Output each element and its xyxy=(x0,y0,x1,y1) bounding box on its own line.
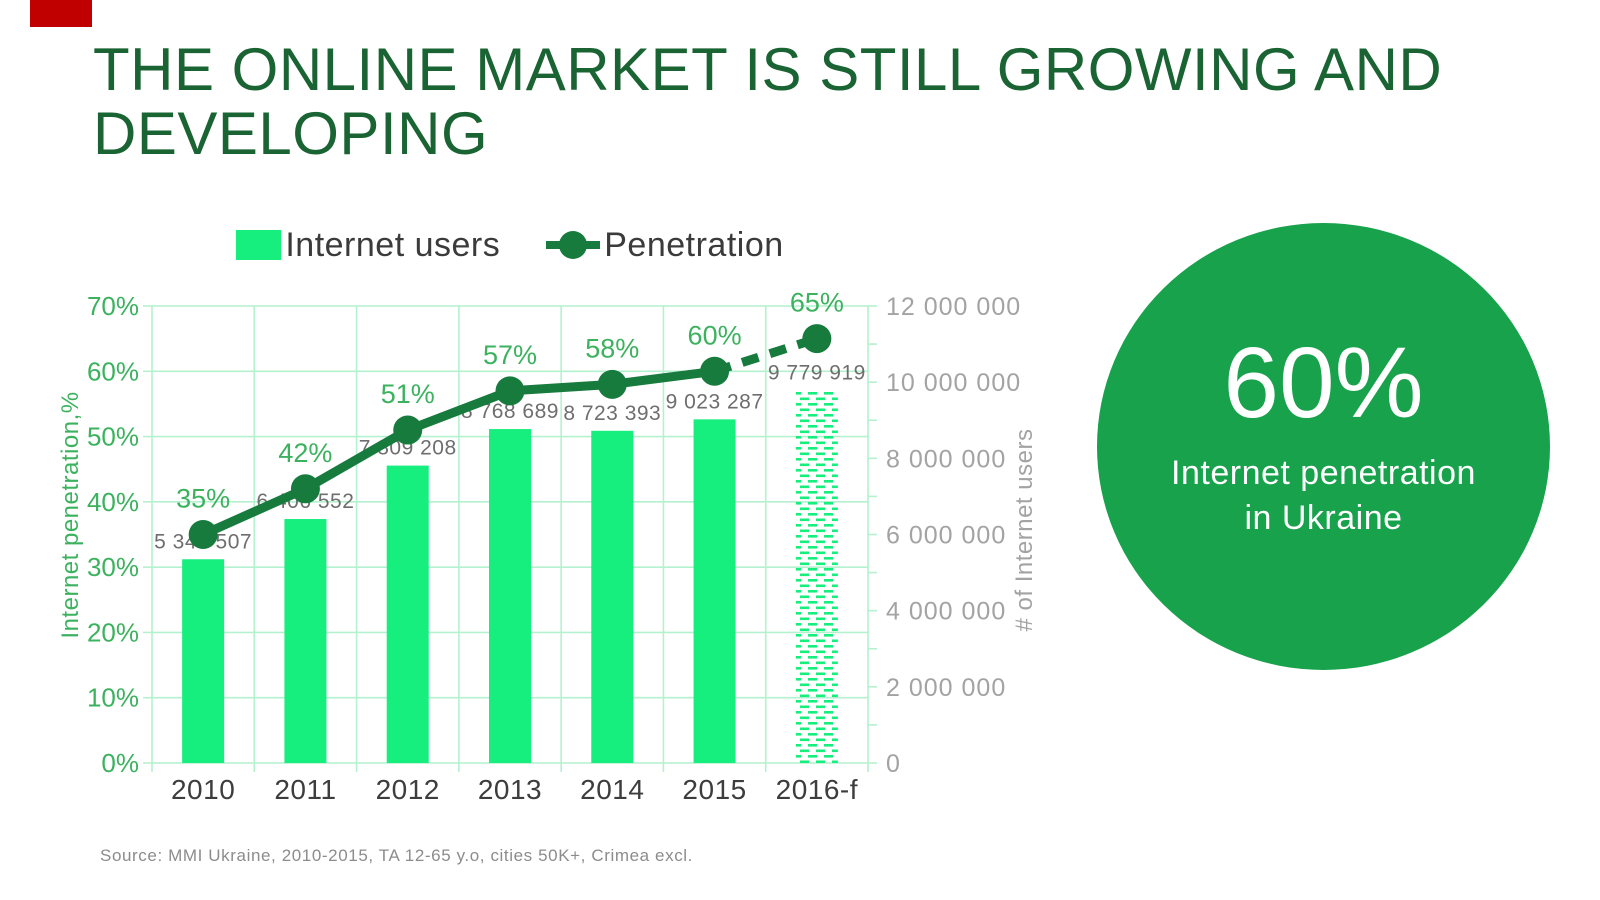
right-axis-label: 4 000 000 xyxy=(886,598,1006,626)
line-marker xyxy=(597,369,627,399)
penetration-label: 35% xyxy=(176,484,230,514)
legend-label-penetration: Penetration xyxy=(604,225,784,264)
bar xyxy=(386,465,429,763)
bar-value-label: 8 723 393 xyxy=(563,402,661,425)
chart-legend: Internet users Penetration xyxy=(152,220,868,270)
line-marker xyxy=(290,474,320,504)
line-marker-icon xyxy=(546,230,601,260)
x-axis-label: 2014 xyxy=(580,774,644,805)
bar-value-label: 9 779 919 xyxy=(768,362,866,385)
penetration-line xyxy=(201,366,716,539)
right-axis-label: 10 000 000 xyxy=(886,369,1021,397)
left-axis-label: 60% xyxy=(87,356,139,386)
right-axis-title: # of Internet users xyxy=(1011,429,1038,632)
x-axis-label: 2015 xyxy=(682,774,746,805)
left-axis-label: 40% xyxy=(87,487,139,517)
left-axis-label: 0% xyxy=(101,748,139,778)
x-axis-label: 2013 xyxy=(478,774,542,805)
bar-swatch-icon xyxy=(236,230,282,260)
right-axis-label: 12 000 000 xyxy=(886,293,1021,321)
legend-item-internet-users: Internet users xyxy=(236,226,500,265)
penetration-label: 51% xyxy=(381,379,435,409)
penetration-line-forecast xyxy=(713,334,819,376)
bar xyxy=(693,419,736,763)
right-axis-label: 2 000 000 xyxy=(886,674,1006,702)
line-marker xyxy=(393,415,423,445)
penetration-label: 58% xyxy=(585,333,639,363)
legend-label-internet-users: Internet users xyxy=(285,225,501,264)
red-corner-marker xyxy=(30,0,92,27)
right-axis-label: 0 xyxy=(886,750,901,778)
line-marker xyxy=(495,376,525,406)
x-axis-label: 2010 xyxy=(171,774,235,805)
bar xyxy=(284,519,327,763)
left-axis-label: 50% xyxy=(87,422,139,452)
bar xyxy=(182,559,225,763)
penetration-label: 57% xyxy=(483,340,537,370)
page-title-line-2: DEVELOPING xyxy=(93,100,489,168)
highlight-circle: 60% Internet penetration in Ukraine xyxy=(1097,223,1550,670)
penetration-label: 42% xyxy=(278,438,332,468)
x-axis-label: 2016-f xyxy=(776,774,858,805)
highlight-caption-line-2: in Ukraine xyxy=(1244,498,1403,537)
line-marker xyxy=(188,520,218,549)
x-axis-label: 2011 xyxy=(274,774,336,805)
highlight-caption-line-1: Internet penetration xyxy=(1171,454,1476,493)
page-title-line-1: THE ONLINE MARKET IS STILL GROWING AND xyxy=(93,36,1443,103)
penetration-label: 60% xyxy=(688,320,742,350)
right-axis-label: 8 000 000 xyxy=(886,445,1006,473)
legend-item-penetration: Penetration xyxy=(546,226,783,265)
penetration-label: 65% xyxy=(790,288,844,318)
left-axis-label: 10% xyxy=(87,683,139,713)
left-axis-label: 20% xyxy=(87,617,139,647)
bar-forecast xyxy=(795,390,838,763)
line-marker xyxy=(700,356,730,386)
x-axis-label: 2012 xyxy=(376,774,440,805)
source-note: Source: MMI Ukraine, 2010-2015, TA 12-65… xyxy=(100,846,693,865)
left-axis-label: 70% xyxy=(87,291,139,321)
bar-value-label: 8 768 689 xyxy=(461,400,559,423)
page-title: THE ONLINE MARKET IS STILL GROWING AND D… xyxy=(93,36,1513,168)
highlight-caption: Internet penetration in Ukraine xyxy=(1171,451,1476,539)
right-axis-label: 6 000 000 xyxy=(886,522,1006,550)
line-marker xyxy=(802,324,832,354)
highlight-value: 60% xyxy=(1223,327,1424,440)
bar xyxy=(591,430,634,763)
bar xyxy=(489,429,531,763)
left-axis-label: 30% xyxy=(87,552,139,582)
left-axis-title: Internet penetration,% xyxy=(57,391,84,638)
line-marker-dot xyxy=(559,231,588,259)
bar-value-label: 9 023 287 xyxy=(666,390,764,413)
